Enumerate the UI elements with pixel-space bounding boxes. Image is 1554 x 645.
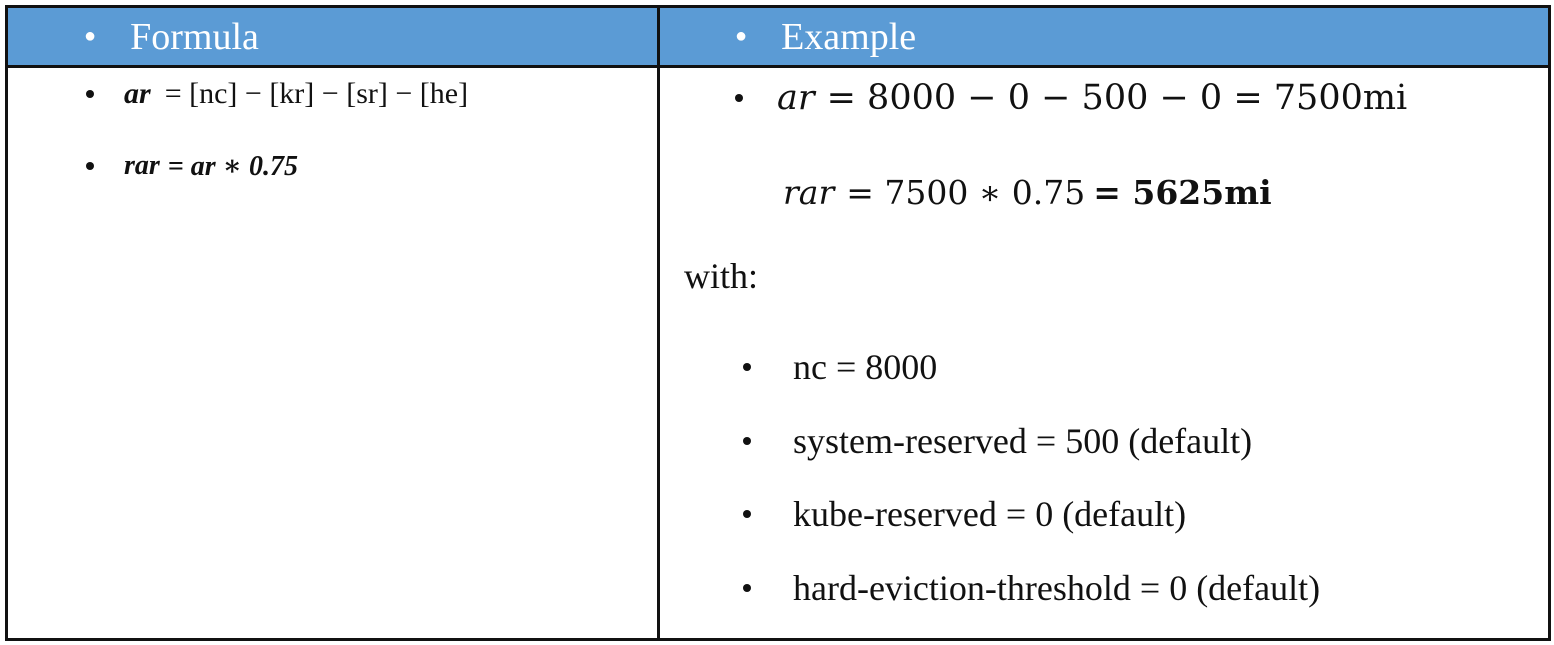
header-example-label: Example	[781, 15, 917, 58]
bullet-icon	[86, 162, 94, 170]
table-header: ● Formula ● Example	[8, 8, 1548, 68]
example-rar-item: rar = 7500 ∗ 0.75 = 5625mi	[783, 168, 1272, 216]
example-rar-mid: = 7500 ∗ 0.75	[846, 172, 1086, 212]
bullet-icon	[86, 90, 94, 98]
param-list-item: system-reserved = 500 (default)	[743, 418, 1252, 464]
formula-ar-rhs: = [nc] − [kr] − [sr] − [he]	[164, 77, 469, 110]
example-ar-rhs: = 8000 − 0 − 500 − 0 = 7500mi	[826, 78, 1408, 118]
bullet-icon	[743, 510, 751, 518]
bullet-icon: ●	[735, 25, 748, 47]
param-list-item: kube-reserved = 0 (default)	[743, 491, 1186, 537]
bullet-icon	[743, 584, 751, 592]
example-rar-result: = 5625mi	[1093, 172, 1272, 212]
param-text: nc = 8000	[793, 347, 938, 387]
bullet-icon	[743, 363, 751, 371]
column-divider	[657, 8, 660, 638]
formula-rar-rhs: = ar ∗ 0.75	[167, 151, 298, 182]
header-formula-label: Formula	[130, 15, 259, 58]
param-list-item: hard-eviction-threshold = 0 (default)	[743, 565, 1320, 611]
bullet-icon	[735, 94, 743, 102]
param-text: hard-eviction-threshold = 0 (default)	[793, 568, 1321, 608]
formula-example-table: ● Formula ● Example ar = [nc] − [kr] − […	[5, 5, 1551, 641]
header-formula-cell: ● Formula	[84, 8, 259, 65]
formula-rar-item: rar = ar ∗ 0.75	[86, 146, 298, 186]
header-example-cell: ● Example	[735, 8, 916, 65]
param-text: system-reserved = 500 (default)	[793, 421, 1253, 461]
param-text: kube-reserved = 0 (default)	[793, 494, 1187, 534]
bullet-icon: ●	[84, 25, 97, 47]
with-label: with:	[684, 256, 759, 296]
example-ar-lhs: ar	[777, 78, 815, 118]
example-ar-item: ar = 8000 − 0 − 500 − 0 = 7500mi	[735, 74, 1407, 122]
param-list-item: nc = 8000	[743, 344, 937, 390]
formula-ar-item: ar = [nc] − [kr] − [sr] − [he]	[86, 74, 468, 114]
formula-rar-lhs: rar	[124, 150, 160, 181]
formula-ar-lhs: ar	[124, 77, 151, 110]
example-rar-lhs: rar	[783, 172, 835, 212]
bullet-icon	[743, 437, 751, 445]
